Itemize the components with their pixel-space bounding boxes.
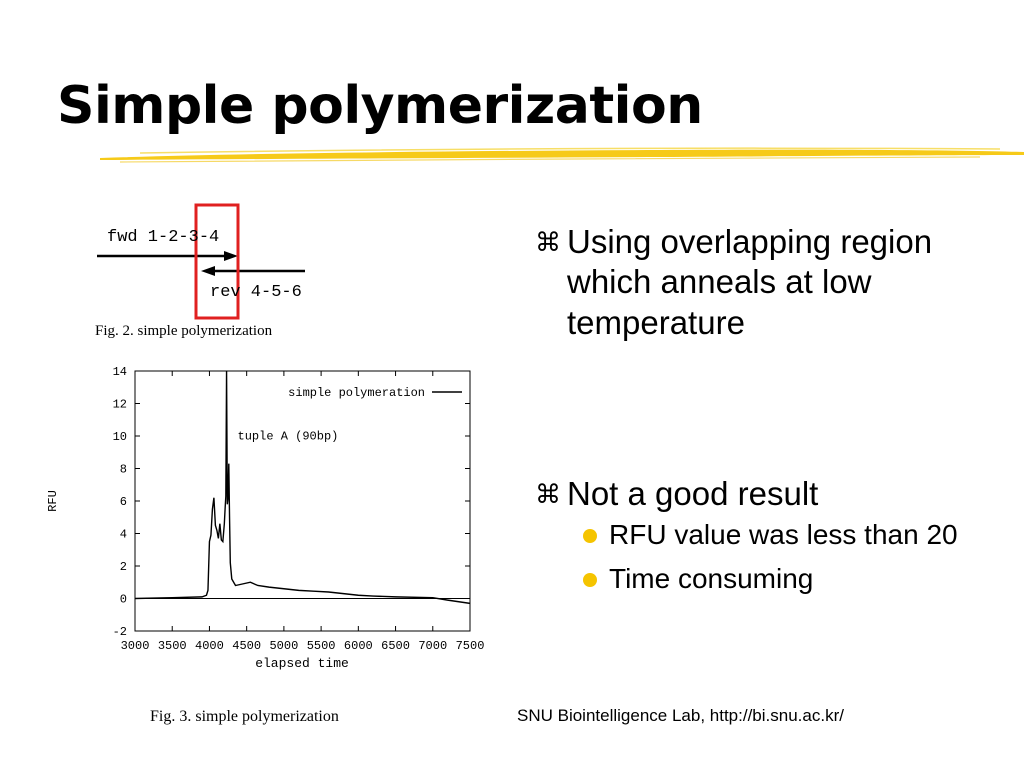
sub-bullet-rfu-value: RFU value was less than 20 — [583, 518, 985, 552]
fig2-caption: Fig. 2. simple polymerization — [95, 323, 273, 339]
yellow-dot-icon — [583, 573, 597, 588]
y-tick-label: 4 — [120, 528, 127, 542]
x-tick-label: 5000 — [269, 639, 298, 653]
x-axis-label: elapsed time — [255, 656, 349, 671]
fwd-arrow-head — [224, 251, 238, 261]
title-underline-bottom — [119, 156, 981, 163]
series-line-simple-polymeration — [134, 370, 471, 605]
rev-primer-label: rev 4-5-6 — [210, 283, 302, 302]
slide-title: Simple polymerization — [57, 76, 703, 136]
rev-arrow-head — [201, 266, 215, 276]
x-tick-label: 5500 — [307, 639, 336, 653]
title-underline-top — [139, 147, 1001, 154]
title-underline-main — [100, 149, 1024, 160]
y-tick-label: 8 — [120, 463, 127, 477]
overlap-highlight-box — [194, 203, 240, 320]
sub-bullet-time-consuming: Time consuming — [583, 562, 985, 596]
bullet-text: Not a good result — [567, 474, 819, 512]
fig3-caption: Fig. 3. simple polymerization — [150, 708, 339, 725]
fwd-primer-label: fwd 1-2-3-4 — [107, 228, 220, 247]
footer-credit: SNU Biointelligence Lab, http://bi.snu.a… — [517, 706, 844, 725]
y-tick-label: 14 — [113, 365, 127, 379]
bullet-text: Using overlapping region which anneals a… — [567, 223, 933, 341]
sub-bullet-text: RFU value was less than 20 — [609, 519, 958, 550]
sub-bullet-text: Time consuming — [609, 563, 814, 595]
fig2-diagram — [97, 203, 305, 320]
x-tick-label: 7500 — [456, 639, 485, 653]
bullet-list: ⌘ Using overlapping region which anneals… — [535, 222, 985, 596]
x-tick-label: 6000 — [344, 639, 373, 653]
y-axis-label: RFU — [46, 490, 60, 512]
rfu-chart: -2 0 2 4 6 8 10 12 14 3000 3500 4000 4500 5000 5500 60… — [46, 365, 485, 671]
chart-annotation: tuple A (90bp) — [238, 429, 339, 443]
yellow-dot-icon — [583, 529, 597, 543]
x-tick-label: 3000 — [121, 639, 150, 653]
x-tick-label: 6500 — [381, 639, 410, 653]
x-tick-label: 4000 — [195, 639, 224, 653]
y-tick-label: 12 — [113, 398, 127, 412]
bullet-overlapping-region: ⌘ Using overlapping region which anneals… — [535, 222, 985, 343]
chart-plot-frame — [134, 370, 471, 632]
x-tick-label: 4500 — [232, 639, 261, 653]
y-tick-label: 10 — [113, 430, 127, 444]
y-tick-label: 2 — [120, 560, 127, 574]
title-underline-stroke — [100, 147, 1024, 163]
x-tick-label: 7000 — [418, 639, 447, 653]
x-tick-label: 3500 — [158, 639, 187, 653]
command-bullet-icon: ⌘ — [535, 228, 561, 258]
command-bullet-icon: ⌘ — [535, 479, 561, 510]
y-tick-label: 0 — [120, 593, 127, 607]
y-tick-label: -2 — [113, 625, 127, 639]
bullet-not-good-result: ⌘ Not a good result — [535, 474, 985, 514]
legend-label: simple polymeration — [288, 386, 425, 400]
y-tick-label: 6 — [120, 495, 127, 509]
